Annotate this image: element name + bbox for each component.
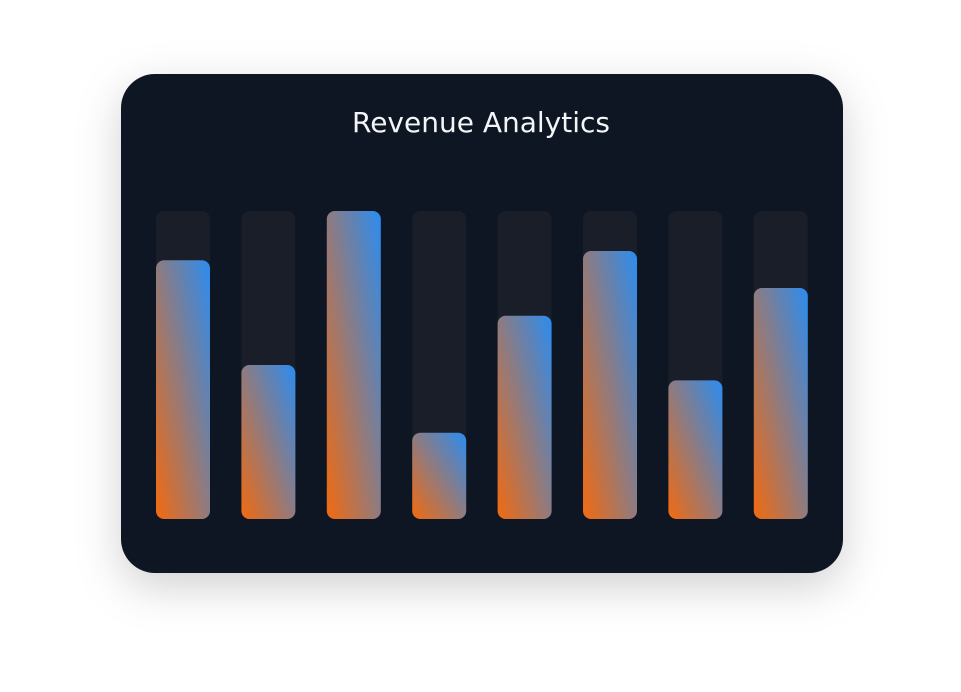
bar xyxy=(753,288,808,519)
bar-area xyxy=(156,211,808,520)
bar xyxy=(497,315,552,519)
bar xyxy=(241,365,296,519)
bar xyxy=(583,251,637,520)
bar xyxy=(668,380,723,519)
bar xyxy=(326,211,381,519)
bar xyxy=(412,432,467,519)
bar xyxy=(156,260,210,519)
card xyxy=(121,74,843,573)
chart-title: Revenue Analytics xyxy=(352,106,610,139)
